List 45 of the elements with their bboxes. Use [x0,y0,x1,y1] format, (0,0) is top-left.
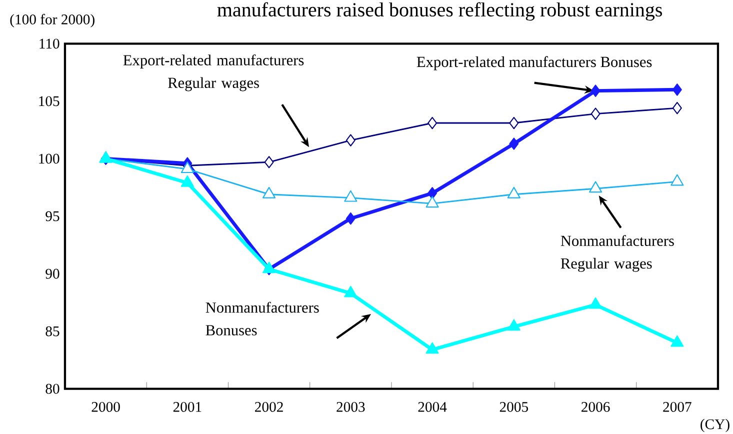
point [426,196,439,208]
x-tick-label: 2003 [336,402,365,412]
point [590,84,600,98]
y-tick-label: 105 [39,96,60,106]
x-tick-label: 2005 [500,402,528,412]
series-label: Nonmanufacturers Bonuses [206,302,319,336]
point [672,102,682,114]
x-axis-title: (CY) [700,419,730,432]
x-tick-label: 2006 [582,402,610,412]
point [670,174,684,186]
point [509,117,519,130]
point [507,319,520,331]
point [426,342,439,354]
point [180,176,194,187]
text: Nonmanufacturers Regular wages [560,235,674,272]
point [344,286,358,298]
y-tick-label: 85 [46,326,60,336]
point [428,117,438,130]
x-tick-label: 2001 [173,402,202,412]
x-tick-label: 2007 [663,402,692,412]
point [346,134,356,147]
text: Export-related manufacturers Regular wages [123,54,304,92]
x-tick-label: 2002 [255,402,283,412]
x-tick-label: 2004 [418,402,447,412]
y-tick-label: 95 [46,211,60,222]
point [670,335,684,347]
y-tick-label: 90 [46,268,60,279]
y-tick-label: 100 [39,154,60,164]
y-tick-label: 80 [46,384,60,394]
point [509,138,519,150]
point [672,84,682,96]
point [346,212,356,225]
point [590,108,600,120]
x-tick-label: 2000 [92,402,120,412]
point [344,190,358,202]
series-label: Export-related manufacturers Bonuses [416,56,652,70]
y-tick-label: 110 [40,38,60,49]
y-axis-title: (100 for 2000) [10,14,94,28]
point [428,187,438,200]
chart-title: manufacturers raised bonuses reflecting robust earnings [217,2,662,21]
point [507,187,520,198]
point [589,297,602,309]
point [264,156,274,168]
point [262,187,276,198]
point [589,181,602,193]
